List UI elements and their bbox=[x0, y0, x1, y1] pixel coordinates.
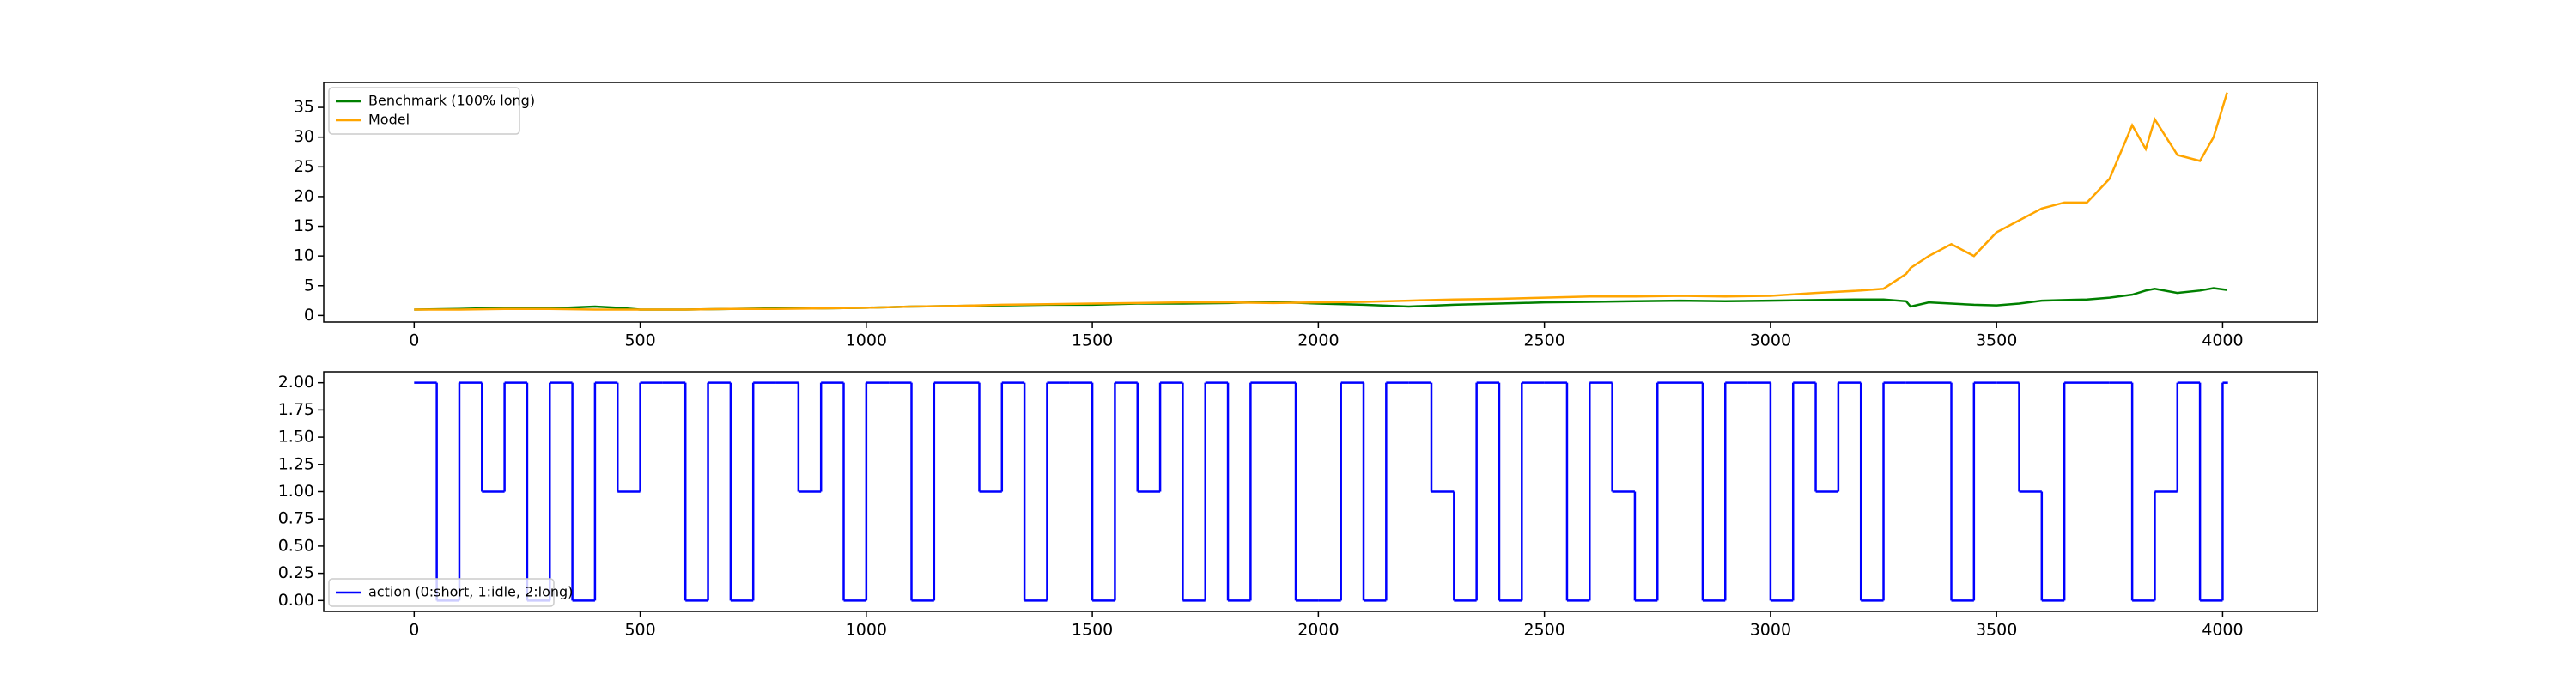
y-tick-label: 35 bbox=[294, 98, 314, 117]
y-tick-label: 1.25 bbox=[278, 454, 314, 473]
x-tick-label: 4000 bbox=[2202, 331, 2243, 350]
x-tick-label: 500 bbox=[624, 621, 655, 640]
legend-label: action (0:short, 1:idle, 2:long) bbox=[368, 584, 573, 600]
x-tick-label: 2500 bbox=[1523, 621, 1564, 640]
y-tick-label: 1.00 bbox=[278, 482, 314, 501]
y-tick-label: 2.00 bbox=[278, 373, 314, 392]
legend: Benchmark (100% long) Model bbox=[328, 87, 535, 135]
legend: action (0:short, 1:idle, 2:long) bbox=[328, 578, 573, 607]
axes-frame bbox=[323, 371, 2318, 612]
x-tick-label: 0 bbox=[409, 621, 419, 640]
data-line bbox=[414, 92, 2228, 311]
y-tick-label: 0.25 bbox=[278, 563, 314, 582]
data-line bbox=[414, 287, 2227, 311]
y-tick-label: 1.50 bbox=[278, 428, 314, 447]
legend-box bbox=[328, 578, 555, 607]
x-tick-label: 1500 bbox=[1072, 621, 1113, 640]
y-tick-label: 30 bbox=[294, 127, 314, 146]
plot-area bbox=[414, 381, 2228, 602]
subplot: 0 500 1000 1500 2000 2500 3000 3500 4000 0.00 0.25… bbox=[278, 371, 2318, 640]
x-tick-label: 500 bbox=[624, 331, 655, 350]
x-tick-label: 4000 bbox=[2202, 621, 2243, 640]
y-tick-label: 0.50 bbox=[278, 536, 314, 555]
x-tick-label: 3000 bbox=[1750, 621, 1791, 640]
y-tick-label: 0 bbox=[304, 306, 314, 325]
x-tick-label: 3000 bbox=[1750, 331, 1791, 350]
x-tick-label: 2000 bbox=[1297, 331, 1339, 350]
legend-label: Model bbox=[368, 112, 410, 128]
y-tick-label: 10 bbox=[294, 246, 314, 265]
x-tick-label: 2000 bbox=[1297, 621, 1339, 640]
x-tick-label: 1500 bbox=[1072, 331, 1113, 350]
y-tick-label: 1.75 bbox=[278, 400, 314, 419]
x-tick-label: 0 bbox=[409, 331, 419, 350]
subplot: 0 500 1000 1500 2000 2500 3000 3500 4000 0 5 10 15 20… bbox=[294, 82, 2318, 350]
x-tick-label: 3500 bbox=[1976, 331, 2017, 350]
y-tick-label: 5 bbox=[304, 276, 314, 295]
y-tick-label: 0.75 bbox=[278, 509, 314, 528]
y-tick-label: 25 bbox=[294, 157, 314, 176]
y-tick-label: 15 bbox=[294, 216, 314, 235]
axes-frame bbox=[323, 82, 2318, 323]
x-tick-label: 1000 bbox=[846, 621, 887, 640]
plot-area bbox=[414, 92, 2228, 311]
x-tick-label: 2500 bbox=[1523, 331, 1564, 350]
legend-box bbox=[328, 87, 520, 135]
x-tick-label: 1000 bbox=[846, 331, 887, 350]
x-tick-label: 3500 bbox=[1976, 621, 2017, 640]
legend-label: Benchmark (100% long) bbox=[368, 93, 535, 109]
y-tick-label: 20 bbox=[294, 186, 314, 205]
y-tick-label: 0.00 bbox=[278, 591, 314, 610]
